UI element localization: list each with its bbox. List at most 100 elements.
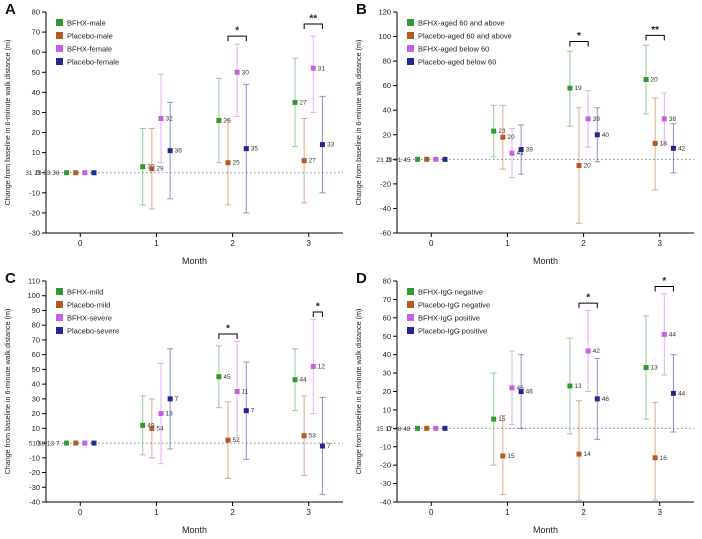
significance-bracket (645, 34, 665, 41)
data-point (424, 425, 430, 431)
x-tick-label: 2 (581, 239, 586, 248)
n-label: 25 (233, 160, 241, 167)
n-label: 53 (309, 433, 317, 440)
n-label: 46 (602, 396, 610, 403)
legend-label: Placebo-aged below 60 (418, 58, 496, 67)
legend-label: BFHX-aged 60 and above (418, 19, 505, 28)
y-tick-label: -10 (380, 442, 391, 451)
panel-D: D -40 -30 -20 -10 0 10 20 30 40 50 60 70 80 0 1 2 3 Month… (351, 269, 702, 539)
data-point (594, 132, 600, 138)
y-axis-label: Change from baseline in 6-minute walk di… (354, 309, 363, 475)
n-label: 7 (175, 396, 179, 403)
data-point (91, 440, 97, 446)
x-tick-label: 0 (429, 239, 434, 248)
data-point (509, 385, 515, 391)
data-point (225, 160, 231, 166)
y-tick-label: 40 (383, 106, 391, 115)
data-point (73, 170, 79, 176)
legend-swatch (407, 45, 414, 52)
legend-label: BFHX-female (67, 45, 112, 54)
data-point (149, 425, 155, 431)
n-label: 14 (584, 451, 592, 458)
n-label: 12 (318, 363, 326, 370)
legend-label: Placebo-aged 60 and above (418, 32, 512, 41)
n-label: 33 (327, 142, 335, 149)
y-tick-label: 30 (32, 394, 40, 403)
n-label: 38 (669, 116, 677, 123)
significance-bracket (578, 302, 598, 309)
n-label: 18 (660, 140, 668, 147)
y-tick-label: 10 (32, 148, 40, 157)
chart-A: -30 -20 -10 0 10 20 30 40 50 60 70 80 0 1 2 3 Month Chang… (3, 8, 343, 266)
significance-star: * (235, 26, 239, 37)
data-point (234, 69, 240, 75)
n-label: 44 (300, 377, 308, 384)
y-tick-label: 120 (378, 8, 391, 17)
x-tick-label: 1 (505, 239, 510, 248)
data-point (500, 453, 506, 459)
significance-bracket (218, 333, 238, 340)
data-point (442, 156, 448, 162)
significance-star: * (586, 293, 590, 304)
legend-swatch (56, 327, 63, 334)
n-label: 20 (651, 77, 659, 84)
significance-star: ** (651, 25, 659, 36)
data-point (243, 146, 249, 152)
chart-D: -40 -30 -20 -10 0 10 20 30 40 50 60 70 80 0 1 2 3 Month Ch… (354, 276, 694, 535)
n-label: 13 (651, 365, 659, 372)
data-point (518, 147, 524, 153)
x-tick-label: 2 (230, 239, 235, 248)
y-tick-label: 20 (383, 387, 391, 396)
legend-label: BFHX-male (67, 19, 106, 28)
x-axis-label: Month (533, 525, 558, 535)
y-tick-label: 80 (383, 57, 391, 66)
data-point (585, 348, 591, 354)
n-label: 27 (309, 158, 317, 165)
data-point (91, 170, 97, 176)
data-point (652, 140, 658, 146)
y-tick-label: 110 (28, 277, 40, 286)
legend-swatch (407, 58, 414, 65)
data-point (319, 142, 325, 148)
x-tick-label: 0 (78, 508, 83, 517)
significance-star: * (662, 276, 666, 287)
y-tick-label: -20 (380, 179, 391, 188)
n-label: 44 (678, 390, 686, 397)
data-point (167, 396, 173, 402)
x-axis-label: Month (182, 525, 207, 535)
y-tick-label: -20 (29, 208, 40, 217)
data-point (670, 390, 676, 396)
data-point (500, 134, 506, 140)
data-point (491, 128, 497, 134)
x-tick-label: 1 (154, 508, 159, 517)
x-tick-label: 0 (429, 508, 434, 517)
y-tick-label: -20 (380, 461, 391, 470)
data-point (661, 331, 667, 337)
data-point (310, 363, 316, 369)
y-tick-label: -40 (380, 204, 391, 213)
data-point (140, 164, 146, 170)
data-point (234, 389, 240, 394)
n-label: 52 (233, 437, 241, 444)
y-axis-label: Change from baseline in 6-minute walk di… (354, 40, 363, 206)
legend-label: BFHX-mild (67, 288, 103, 297)
n-label: 35 (251, 146, 259, 153)
legend-label: BFHX-aged below 60 (418, 45, 489, 54)
x-tick-label: 1 (154, 239, 159, 248)
n-label: 42 (593, 348, 601, 355)
significance-star: * (577, 31, 581, 42)
n-label: 54 (156, 425, 164, 432)
data-point (415, 425, 421, 431)
y-tick-label: 0 (387, 155, 391, 164)
legend-swatch (56, 19, 63, 26)
data-point (319, 443, 325, 449)
y-tick-label: 70 (32, 335, 40, 344)
baseline-n-label: 23 20 41 45 (376, 157, 411, 164)
n-label: 30 (242, 69, 250, 76)
y-tick-label: -40 (29, 498, 40, 507)
x-tick-label: 2 (581, 508, 586, 517)
y-tick-label: 70 (383, 295, 391, 304)
data-point (576, 162, 582, 168)
